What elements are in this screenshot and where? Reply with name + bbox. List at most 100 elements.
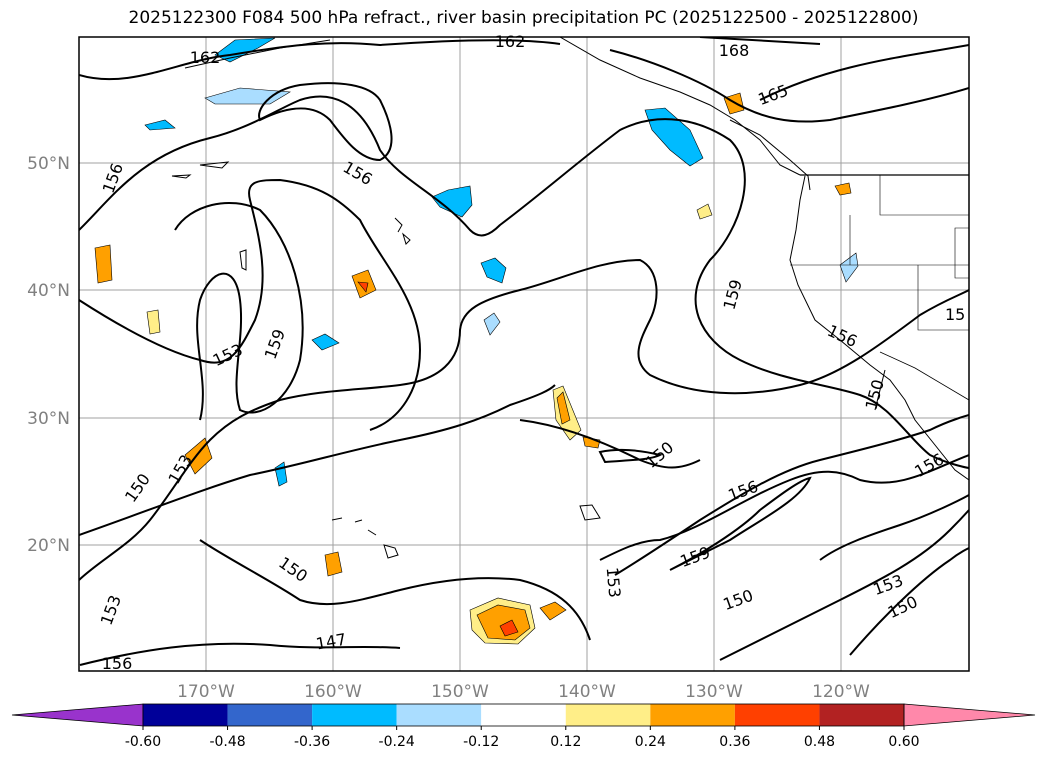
colorbar-segment	[819, 704, 904, 726]
colorbar-tick-label: 0.36	[719, 734, 750, 750]
colorbar-segment	[312, 704, 397, 726]
shade-blue-bc-coast	[644, 107, 704, 167]
lon-label: 130°W	[685, 682, 743, 702]
shade-red-2	[499, 619, 519, 637]
contour-label: 159	[720, 277, 746, 311]
lat-label: 40°N	[27, 281, 70, 301]
shade-blue-mid-3	[483, 312, 501, 336]
colorbar-segment	[481, 704, 566, 726]
bc-coast	[729, 119, 811, 191]
contour-label: 156	[99, 161, 127, 196]
contour-162-top	[79, 39, 561, 81]
contour-label: 159	[261, 327, 289, 362]
state-borders	[790, 175, 969, 331]
shade-blue-hawaii-w	[274, 461, 288, 487]
colorbar-tick-label: -0.36	[294, 734, 330, 750]
contour-147	[79, 642, 401, 666]
hawaii-islands	[331, 517, 399, 559]
lat-label: 20°N	[27, 536, 70, 556]
contour-label: 150	[275, 553, 311, 586]
contour-label: 15	[945, 305, 965, 324]
contour-label: 156	[102, 654, 133, 673]
contour-label: 150	[885, 592, 921, 622]
small-island-3	[239, 249, 247, 271]
colorbar-extend-low	[11, 703, 144, 727]
contour-150-mid	[79, 384, 556, 536]
contour-150-box	[598, 448, 663, 464]
small-island-6	[579, 504, 601, 521]
contour-label: 156	[726, 477, 761, 505]
contour-162-ak	[609, 49, 969, 123]
precip-shading	[94, 37, 859, 645]
lon-label: 160°W	[304, 682, 362, 702]
contour-label: 165	[756, 81, 791, 109]
map-title: 2025122300 F084 500 hPa refract., river …	[128, 8, 919, 28]
contour-label: 153	[871, 571, 906, 599]
colorbar-segment	[143, 704, 228, 726]
contour-153-mid	[79, 258, 969, 581]
contour-label: 156	[340, 157, 376, 189]
shade-blue-mid-1	[480, 257, 507, 284]
contour-165	[759, 44, 969, 101]
colorbar-tick-label: -0.48	[209, 734, 245, 750]
lat-label: 50°N	[27, 154, 70, 174]
shade-yellow-1	[146, 309, 161, 335]
colorbar-tick-label: -0.24	[379, 734, 415, 750]
shade-yellow-4	[696, 203, 713, 220]
contour-159-west	[79, 178, 422, 431]
shade-orange-10	[834, 182, 852, 196]
contour-150-mid-east	[519, 419, 701, 469]
lon-label: 150°W	[431, 682, 489, 702]
contour-label: 162	[495, 32, 526, 51]
colorbar-tick-label: 0.60	[888, 734, 919, 750]
colorbar-tick-label: -0.60	[125, 734, 161, 750]
shade-blue-mid-2	[311, 333, 340, 351]
lon-axis-labels: 170°W 160°W 150°W 140°W 130°W 120°W	[177, 682, 870, 702]
contour-156-se	[614, 414, 969, 576]
contour-label: 156	[824, 321, 860, 351]
contour-label: 150	[721, 586, 756, 614]
lat-axis-labels: 50°N 40°N 30°N 20°N	[27, 154, 70, 556]
shade-orange-5	[184, 437, 213, 475]
contour-label-group: 162 162 168 165 156 156 159 153 159 156 …	[97, 32, 966, 673]
colorbar-extend-high	[903, 703, 1036, 727]
alaska-coast	[559, 37, 801, 176]
contour-label: 150	[121, 470, 154, 506]
colorbar-segment	[734, 704, 820, 726]
lon-label: 140°W	[558, 682, 616, 702]
contour-153-se2	[819, 494, 969, 561]
plot-frame	[78, 36, 970, 672]
contour-150-south	[199, 539, 591, 641]
colorbar-segment	[650, 704, 735, 726]
contour-label: 153	[97, 593, 125, 628]
contour-150-se	[719, 509, 969, 661]
colorbar-segment	[565, 704, 651, 726]
mexico-border	[879, 351, 969, 401]
small-island-5	[171, 174, 192, 179]
refractivity-contours	[79, 37, 969, 666]
small-island-4	[199, 161, 230, 169]
shade-orange-6	[324, 551, 343, 577]
colorbar-tick-label: -0.12	[463, 734, 499, 750]
lon-label: 120°W	[812, 682, 870, 702]
shade-orange-1	[94, 244, 113, 284]
contour-label: 159	[678, 543, 713, 571]
contour-150-far-se	[849, 547, 969, 656]
contour-153-se	[599, 454, 969, 561]
small-island-1	[394, 217, 403, 233]
lon-label: 170°W	[177, 682, 235, 702]
shade-blue-aleutian-2	[204, 87, 291, 105]
contour-156-inner	[258, 82, 393, 162]
shade-blue-n-pacific	[431, 185, 473, 218]
shade-blue-socal	[839, 252, 859, 283]
lat-label: 30°N	[27, 409, 70, 429]
contour-168	[699, 37, 821, 45]
contour-label: 150	[862, 377, 888, 411]
shade-orange-3	[556, 391, 571, 425]
gridlines	[79, 37, 969, 671]
colorbar: -0.60 -0.48 -0.36 -0.24 -0.12 0.12 0.24 0.36 0.4…	[11, 703, 1036, 750]
contour-159-se	[669, 476, 812, 571]
colorbar-tick-label: 0.48	[804, 734, 835, 750]
contour-156-west	[79, 95, 969, 469]
